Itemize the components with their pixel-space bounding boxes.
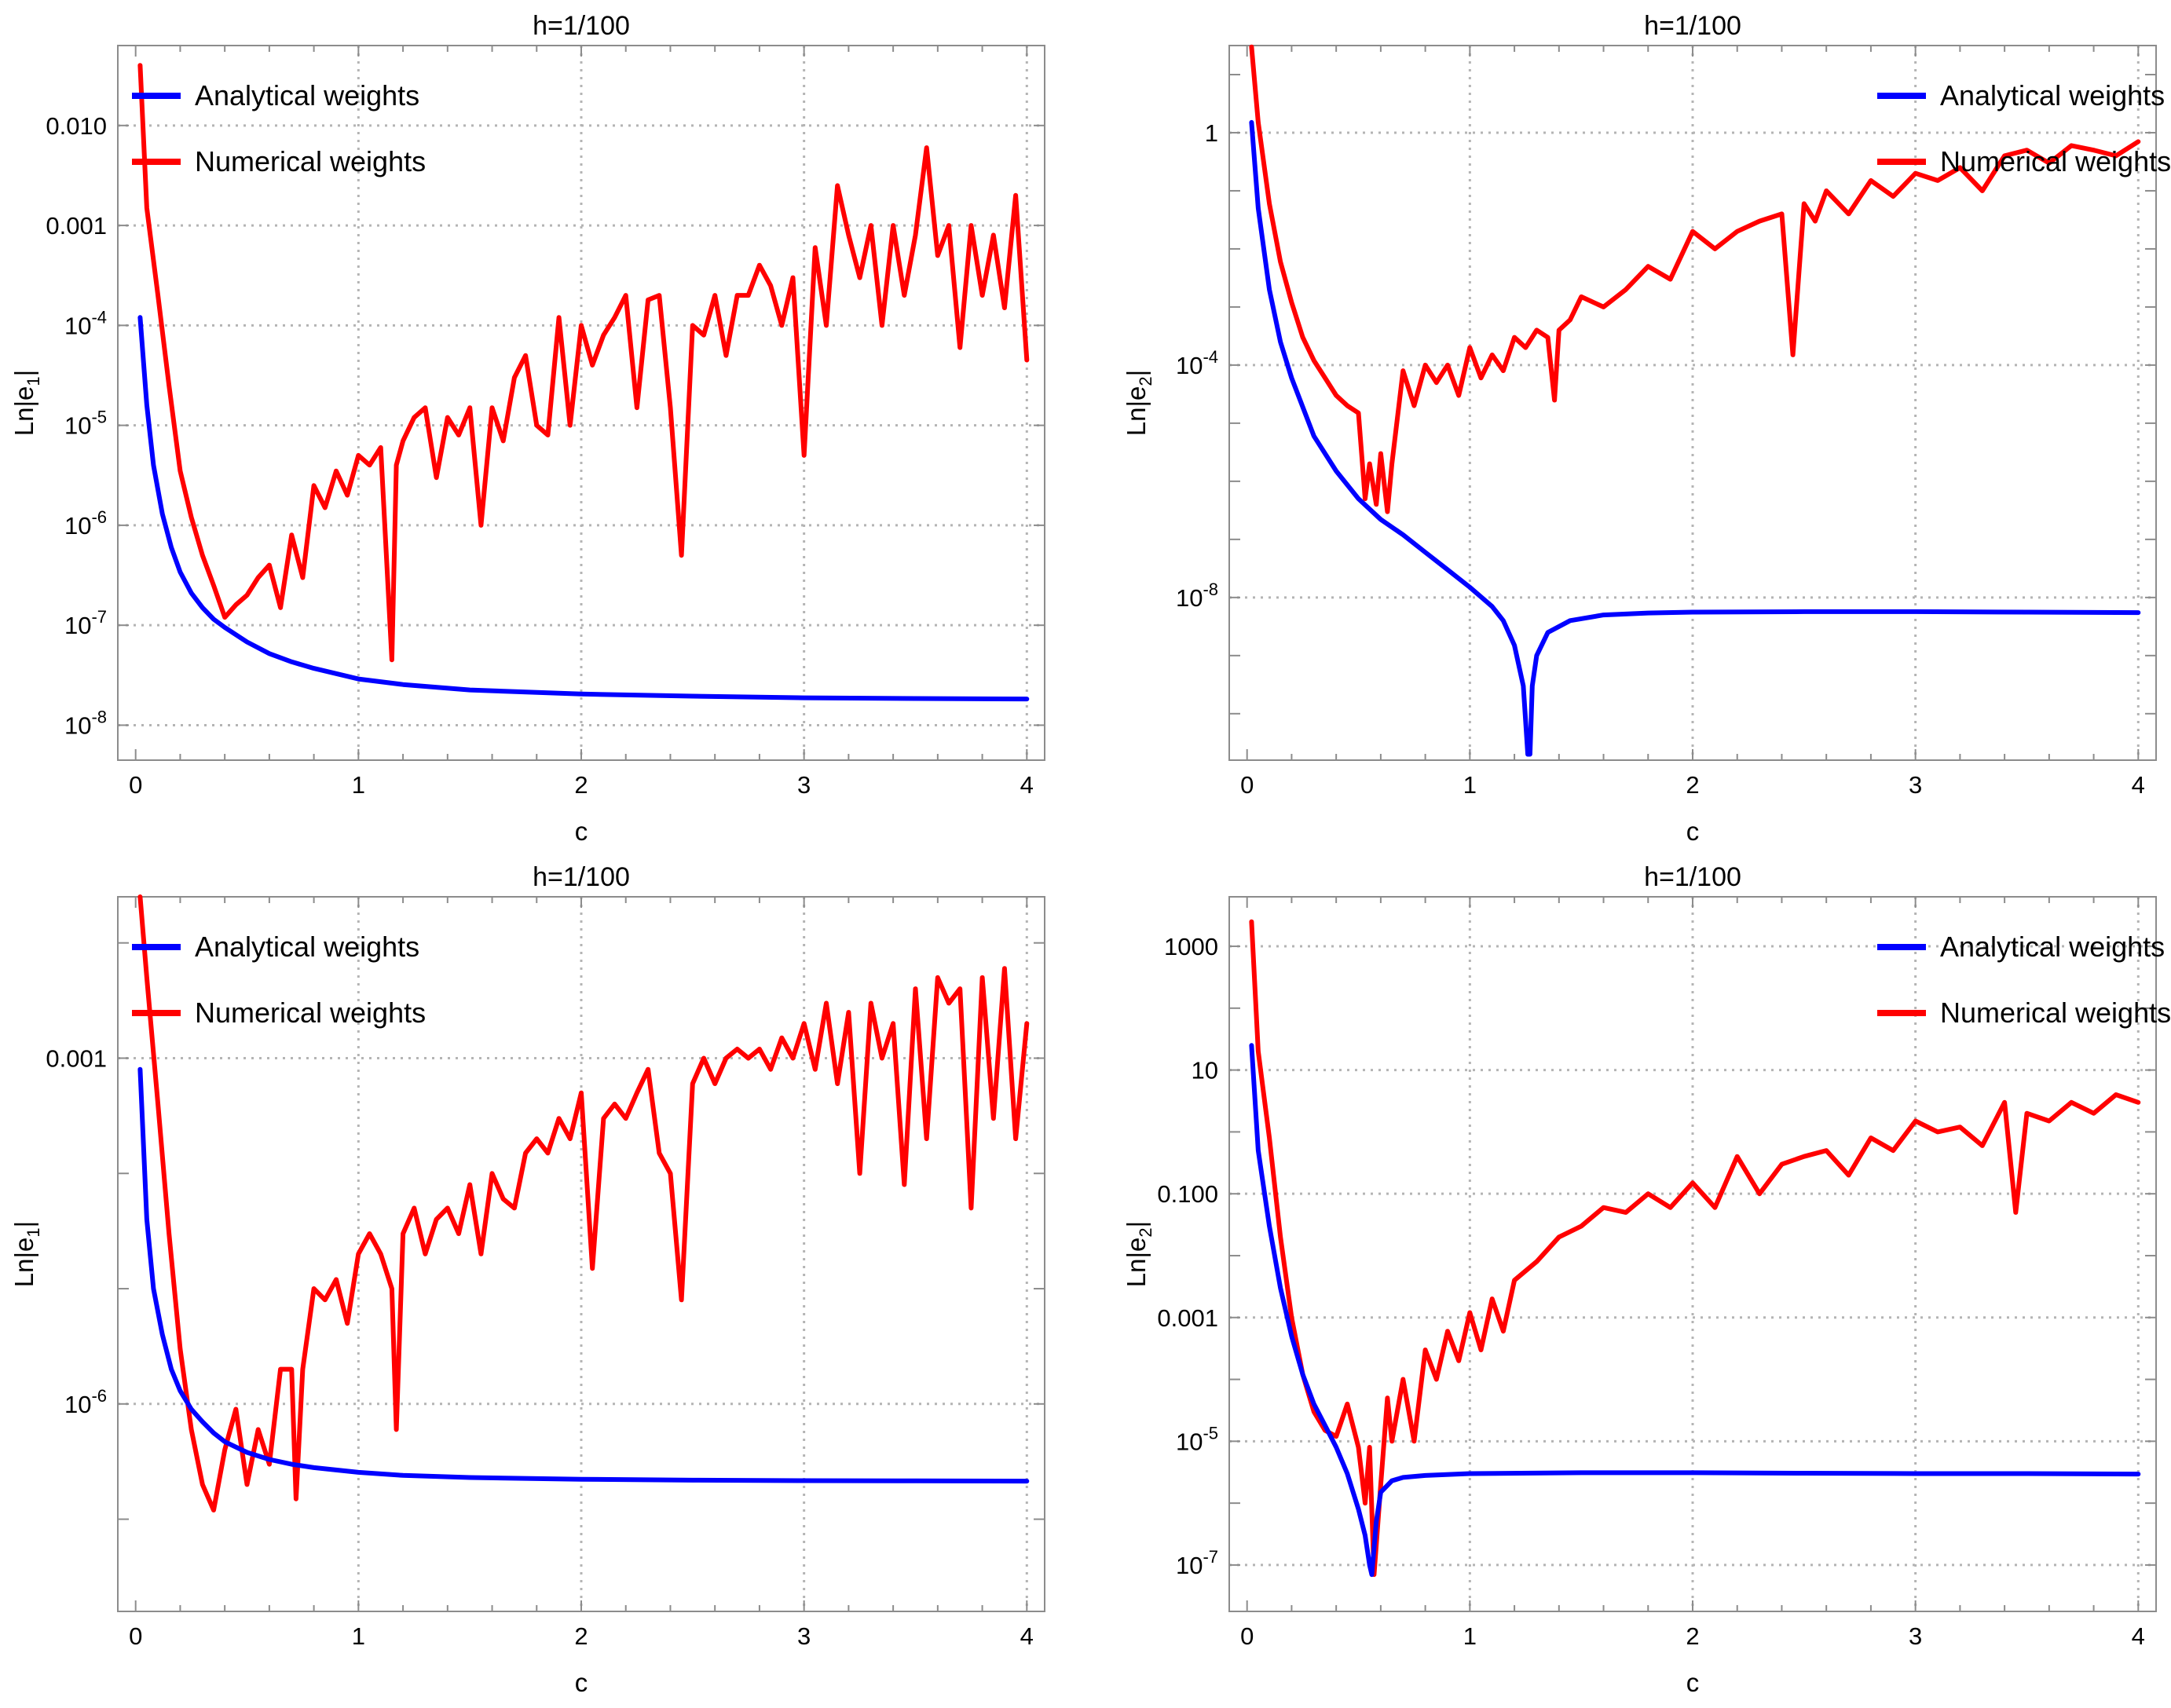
panel-top-right: h=1/100 0 1 2 3 4 10-8 10-4 1 c Ln|e2| Analytical w… (1122, 11, 2171, 846)
y-tick-label: 10 (1192, 1057, 1218, 1084)
panel-bottom-left: h=1/100 0 1 2 3 4 10-6 0.001 c Ln|e1| Analytical w… (9, 862, 1045, 1697)
x-axis-label: c (1686, 1668, 1700, 1697)
series-line-analytical (137, 1066, 1030, 1484)
x-axis-label: c (1686, 817, 1700, 846)
x-tick-label: 1 (1463, 771, 1477, 799)
legend-label: Numerical weights (1940, 997, 2171, 1029)
legend-label: Analytical weights (1940, 931, 2165, 963)
x-tick-label: 3 (797, 1622, 811, 1650)
legend-label: Analytical weights (195, 931, 419, 963)
y-tick-label: 10-7 (1176, 1547, 1218, 1579)
y-tick-label: 10-8 (1176, 580, 1218, 612)
x-tick-label: 1 (352, 1622, 365, 1650)
panel-bottom-right: h=1/100 0 1 2 3 4 10-7 10-5 0.001 0.100 10 1000 c Ln|… (1122, 862, 2171, 1697)
series-line-numerical (137, 63, 1030, 663)
y-tick-label: 10-5 (1176, 1423, 1218, 1455)
y-tick-label: 0.001 (46, 212, 107, 240)
y-tick-label: 10-6 (64, 507, 107, 539)
x-tick-label: 2 (574, 1622, 588, 1650)
legend-label: Numerical weights (195, 997, 426, 1029)
legend-label: Numerical weights (195, 145, 426, 177)
x-tick-label: 3 (797, 771, 811, 799)
x-axis-label: c (575, 817, 588, 846)
panel-top-left: h=1/100 0 1 2 3 4 10-8 10-7 10-6 10-5 10-4 0.001 0.0… (9, 11, 1045, 846)
x-tick-label: 2 (1686, 1622, 1699, 1650)
y-tick-label: 10-7 (64, 607, 107, 639)
series-line-analytical (137, 315, 1030, 702)
y-axis-label: Ln|e1| (9, 370, 43, 436)
x-tick-label: 2 (574, 771, 588, 799)
series-line-analytical (1249, 119, 2141, 757)
y-tick-label: 1 (1205, 119, 1218, 147)
legend-label: Analytical weights (195, 79, 419, 112)
y-tick-label: 0.100 (1157, 1180, 1218, 1208)
x-tick-label: 3 (1909, 771, 1922, 799)
y-tick-label: 10-4 (64, 307, 107, 339)
x-tick-label: 0 (1240, 771, 1254, 799)
y-tick-label: 10-4 (1176, 347, 1218, 379)
series-line-numerical (1249, 44, 2141, 514)
x-tick-label: 4 (2132, 1622, 2145, 1650)
x-tick-label: 0 (1240, 1622, 1254, 1650)
legend-label: Numerical weights (1940, 145, 2171, 177)
legend-label: Analytical weights (1940, 79, 2165, 112)
x-tick-label: 0 (129, 1622, 142, 1650)
y-tick-label: 10-8 (64, 707, 107, 739)
y-tick-label: 10-5 (64, 408, 107, 440)
chart-title: h=1/100 (1644, 862, 1741, 892)
series-line-numerical (1249, 919, 2141, 1578)
x-tick-label: 2 (1686, 771, 1699, 799)
series-line-analytical (1249, 1043, 2141, 1578)
chart-title: h=1/100 (1644, 11, 1741, 41)
x-axis-label: c (575, 1668, 588, 1697)
y-axis-label: Ln|e1| (9, 1221, 43, 1287)
y-tick-label: 10-6 (64, 1386, 107, 1418)
x-tick-label: 4 (2132, 771, 2145, 799)
x-tick-label: 3 (1909, 1622, 1922, 1650)
y-axis-label: Ln|e2| (1122, 1221, 1155, 1287)
x-tick-label: 1 (1463, 1622, 1477, 1650)
chart-title: h=1/100 (533, 862, 630, 892)
x-tick-label: 4 (1020, 1622, 1034, 1650)
y-axis-label: Ln|e2| (1122, 370, 1155, 436)
y-tick-label: 0.001 (1157, 1304, 1218, 1332)
x-tick-label: 1 (352, 771, 365, 799)
x-tick-label: 4 (1020, 771, 1034, 799)
x-tick-label: 0 (129, 771, 142, 799)
chart-title: h=1/100 (533, 11, 630, 41)
y-tick-label: 0.010 (46, 112, 107, 140)
y-tick-label: 1000 (1164, 933, 1218, 960)
series-line-numerical (137, 894, 1030, 1512)
y-tick-label: 0.001 (46, 1044, 107, 1072)
